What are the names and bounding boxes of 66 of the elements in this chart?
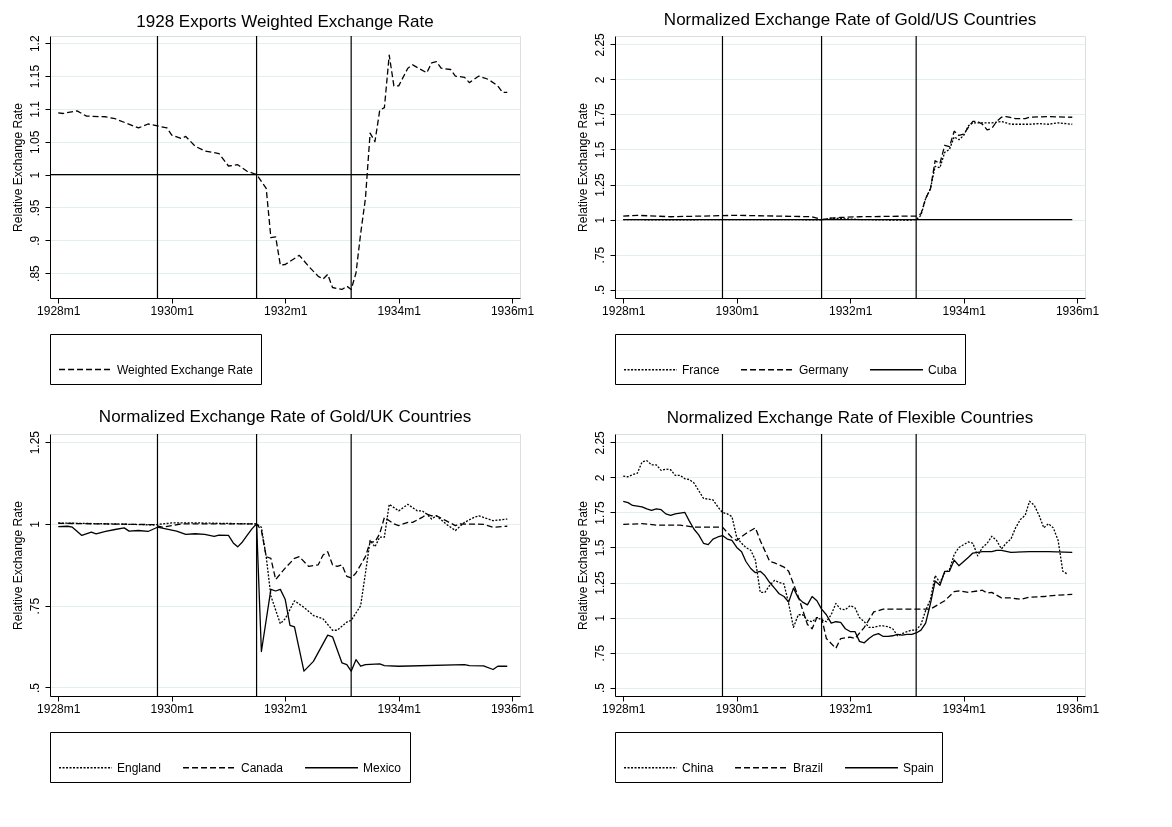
legend-label: Canada bbox=[241, 760, 284, 775]
y-tick-label: .75 bbox=[592, 246, 607, 264]
legend-label: Brazil bbox=[793, 760, 824, 775]
y-axis-title: Relative Exchange Rate bbox=[575, 102, 590, 232]
x-tick-label: 1932m1 bbox=[263, 701, 308, 716]
y-tick-label: 1.25 bbox=[592, 571, 607, 595]
y-tick-label: 1 bbox=[27, 520, 42, 528]
x-tick-label: 1928m1 bbox=[602, 303, 646, 318]
x-tick-label: 1934m1 bbox=[377, 303, 422, 318]
legend-label: Weighted Exchange Rate bbox=[117, 362, 254, 377]
y-tick-label: 1.1 bbox=[27, 100, 42, 118]
y-axis-title: Relative Exchange Rate bbox=[10, 102, 25, 232]
legend-label: Spain bbox=[903, 760, 934, 775]
legend-label: England bbox=[117, 760, 162, 775]
y-tick-label: .9 bbox=[27, 235, 42, 246]
y-tick-label: .5 bbox=[27, 682, 42, 693]
y-tick-label: .75 bbox=[592, 644, 607, 662]
y-axis-title: Relative Exchange Rate bbox=[10, 500, 25, 630]
y-tick-label: 1.75 bbox=[592, 500, 607, 525]
chart-title: 1928 Exports Weighted Exchange Rate bbox=[136, 11, 434, 31]
legend-label: Cuba bbox=[928, 362, 958, 377]
y-tick-label: 2 bbox=[592, 76, 607, 84]
x-tick-label: 1934m1 bbox=[942, 701, 987, 716]
x-tick-label: 1934m1 bbox=[942, 303, 987, 318]
y-tick-label: .75 bbox=[27, 597, 42, 615]
y-tick-label: 2.25 bbox=[592, 32, 607, 57]
y-tick-label: 1.05 bbox=[27, 130, 42, 154]
x-tick-label: 1930m1 bbox=[715, 303, 760, 318]
x-tick-label: 1928m1 bbox=[37, 303, 81, 318]
y-tick-label: 2 bbox=[592, 474, 607, 482]
y-tick-label: .5 bbox=[592, 284, 607, 296]
y-tick-label: 1.15 bbox=[27, 64, 42, 89]
y-tick-label: 1.25 bbox=[592, 173, 607, 197]
y-tick-label: 1.2 bbox=[27, 35, 42, 53]
y-tick-label: 1.5 bbox=[592, 539, 607, 557]
x-tick-label: 1936m1 bbox=[1055, 303, 1100, 318]
legend-label: France bbox=[682, 362, 720, 377]
y-tick-label: 1.25 bbox=[27, 430, 42, 455]
x-tick-label: 1936m1 bbox=[1055, 701, 1100, 716]
chart-title: Normalized Exchange Rate of Gold/US Countries bbox=[663, 9, 1037, 29]
x-tick-label: 1932m1 bbox=[828, 303, 873, 318]
x-tick-label: 1932m1 bbox=[828, 701, 873, 716]
x-tick-label: 1930m1 bbox=[150, 303, 195, 318]
legend-label: China bbox=[682, 760, 714, 775]
y-tick-label: 1 bbox=[592, 614, 607, 622]
x-tick-label: 1930m1 bbox=[715, 701, 760, 716]
legend-label: Germany bbox=[799, 362, 849, 377]
x-tick-label: 1928m1 bbox=[602, 701, 646, 716]
y-tick-label: .85 bbox=[27, 264, 42, 282]
x-tick-label: 1934m1 bbox=[377, 701, 422, 716]
y-tick-label: .95 bbox=[27, 199, 42, 217]
chart-title: Normalized Exchange Rate of Flexible Countries bbox=[666, 407, 1034, 427]
legend-label: Mexico bbox=[363, 760, 402, 775]
chart-title: Normalized Exchange Rate of Gold/UK Countries bbox=[98, 407, 472, 427]
x-tick-label: 1936m1 bbox=[490, 701, 535, 716]
x-tick-label: 1930m1 bbox=[150, 701, 195, 716]
y-axis-title: Relative Exchange Rate bbox=[575, 500, 590, 630]
y-tick-label: 1.75 bbox=[592, 102, 607, 127]
y-tick-label: 2.25 bbox=[592, 430, 607, 455]
x-tick-label: 1936m1 bbox=[490, 303, 535, 318]
y-tick-label: 1 bbox=[27, 171, 42, 179]
x-tick-label: 1928m1 bbox=[37, 701, 81, 716]
y-tick-label: 1 bbox=[592, 216, 607, 224]
y-tick-label: 1.5 bbox=[592, 141, 607, 159]
x-tick-label: 1932m1 bbox=[263, 303, 308, 318]
y-tick-label: .5 bbox=[592, 682, 607, 694]
